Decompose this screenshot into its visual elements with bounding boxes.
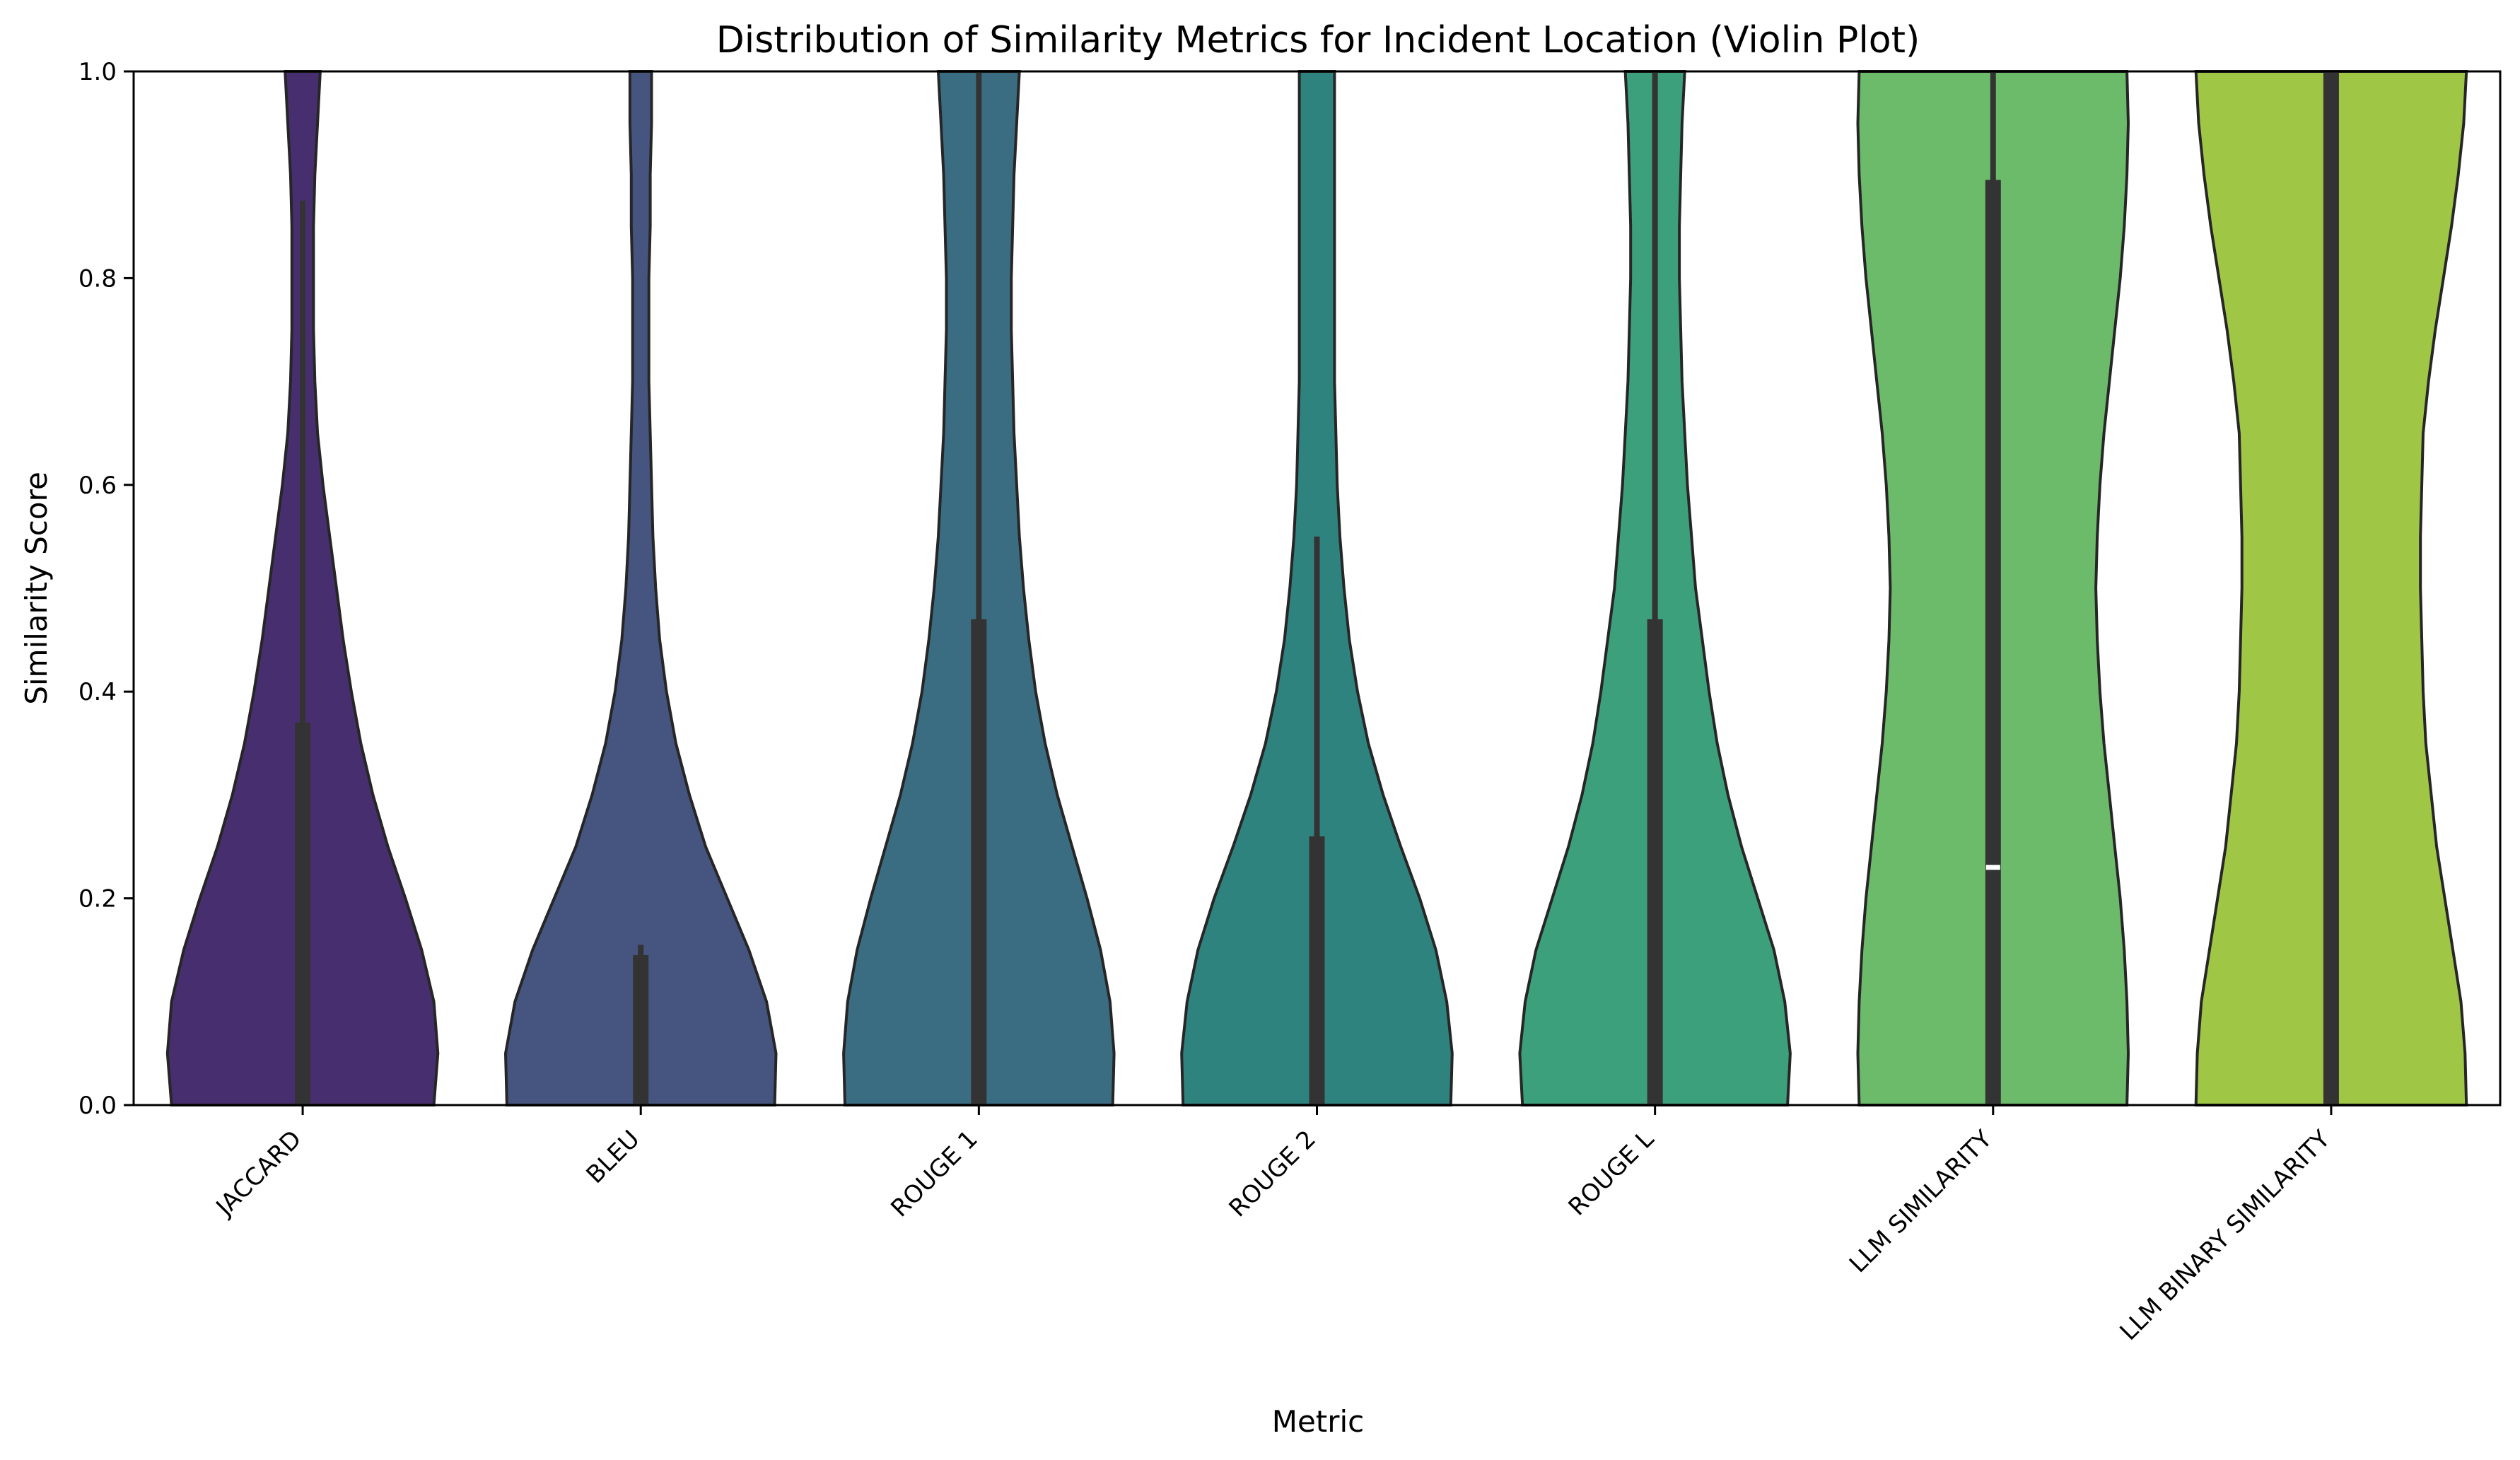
plot-frame	[132, 70, 2502, 1106]
x-tick-label: LLM SIMILARITY	[1844, 1125, 1997, 1278]
violin-group-2	[842, 70, 1116, 1106]
violin-iqr-box	[633, 955, 649, 1105]
violin-group-0	[165, 70, 440, 1106]
violin-iqr-box	[295, 723, 311, 1105]
violin-group-1	[503, 70, 778, 1106]
violins-layer	[165, 70, 2468, 1106]
x-tick-label: LLM BINARY SIMILARITY	[2115, 1125, 2336, 1346]
violin-iqr-box	[1309, 836, 1325, 1105]
x-axis-label: Metric	[1272, 1404, 1365, 1439]
y-tick-label: 0.4	[78, 678, 117, 706]
y-tick-label: 1.0	[78, 58, 117, 86]
y-tick-label: 0.6	[78, 472, 117, 500]
y-axis-label: Similarity Score	[19, 472, 54, 705]
x-tick-label: ROUGE 2	[1224, 1125, 1322, 1222]
y-tick-label: 0.0	[78, 1092, 117, 1120]
violin-iqr-box	[971, 619, 987, 1105]
y-tick-label: 0.2	[78, 885, 117, 913]
x-axis-ticks: JACCARD BLEU ROUGE 1 ROUGE 2 ROUGE L LLM SIMI…	[210, 1105, 2336, 1346]
violin-group-4	[1518, 70, 1792, 1106]
y-tick-label: 0.8	[78, 264, 117, 293]
violin-group-3	[1180, 70, 1454, 1106]
violin-group-6	[2194, 70, 2468, 1106]
x-tick-label: ROUGE 1	[885, 1125, 983, 1222]
violin-group-5	[1856, 70, 2130, 1106]
violin-iqr-box	[1647, 619, 1663, 1105]
violin-iqr-box	[2323, 71, 2339, 1105]
x-tick-label: ROUGE L	[1563, 1125, 1659, 1221]
x-tick-label: JACCARD	[210, 1125, 308, 1222]
violin-iqr-box	[1985, 180, 2001, 1105]
y-axis-ticks: 0.0 0.2 0.4 0.6 0.8 1.0	[78, 58, 134, 1120]
x-tick-label: BLEU	[581, 1125, 646, 1189]
chart-title: Distribution of Similarity Metrics for I…	[716, 19, 1920, 62]
